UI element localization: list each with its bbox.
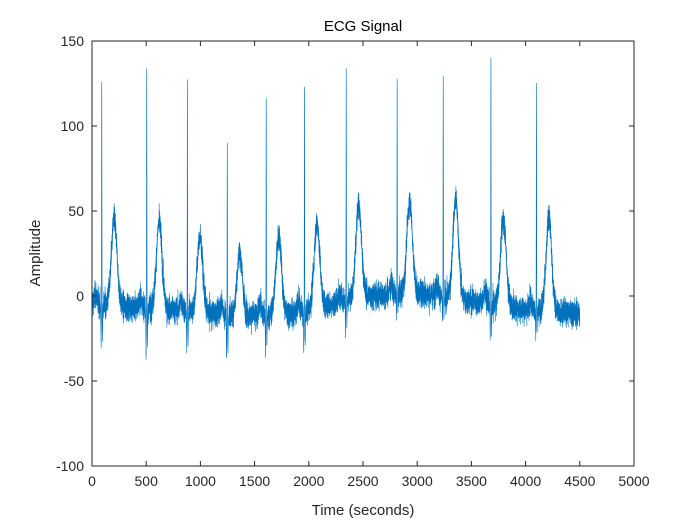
x-tick-label: 2000: [293, 473, 324, 489]
y-axis-label: Amplitude: [27, 220, 44, 287]
x-tick-label: 1500: [239, 473, 270, 489]
y-tick-label: -100: [56, 458, 84, 474]
x-axis-label: Time (seconds): [312, 502, 415, 519]
x-tick-label: 3500: [456, 473, 487, 489]
y-axis: -100 -50 0 50 100 150: [56, 33, 634, 474]
x-axis: 0 500 1000 1500 2000 2500 3000 3500 4000 4500 5000: [88, 41, 650, 489]
x-tick-label: 4000: [510, 473, 541, 489]
x-tick-label: 0: [88, 473, 96, 489]
y-tick-label: 0: [76, 288, 84, 304]
ecg-series-line: [91, 57, 581, 360]
x-tick-label: 4500: [564, 473, 595, 489]
x-tick-label: 2500: [347, 473, 378, 489]
x-tick-label: 5000: [618, 473, 649, 489]
y-tick-label: -50: [64, 373, 84, 389]
x-tick-label: 500: [135, 473, 159, 489]
y-tick-label: 100: [61, 118, 85, 134]
x-tick-label: 1000: [185, 473, 216, 489]
chart-title: ECG Signal: [324, 18, 402, 35]
y-tick-label: 150: [61, 33, 85, 49]
y-tick-label: 50: [68, 203, 84, 219]
x-tick-label: 3000: [402, 473, 433, 489]
plot-area: [91, 40, 635, 467]
